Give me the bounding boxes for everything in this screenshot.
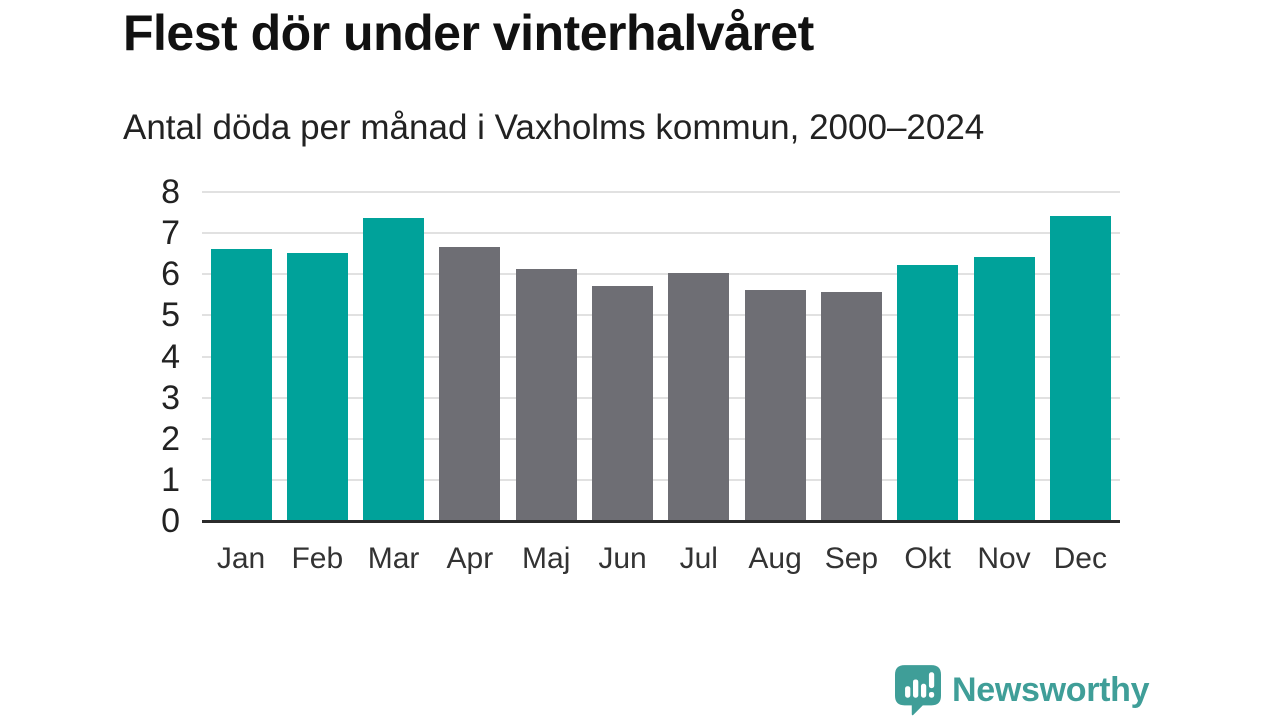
bar-chart-speech-bubble-icon [895,664,941,715]
x-tick-label-jun: Jun [598,542,647,575]
gridline [202,314,1120,317]
bar-dec [1049,215,1111,520]
y-tick-label: 8 [161,173,180,211]
gridline [202,396,1120,399]
y-tick-label: 6 [161,255,180,294]
bar-jan [210,248,272,520]
x-tick-label-nov: Nov [977,542,1031,575]
x-tick-label-mar: Mar [367,542,420,575]
gridline [202,191,1120,193]
y-tick-label: 4 [161,337,180,376]
bar-jun [592,285,653,520]
bar-okt [897,265,959,520]
bar-jul [668,273,730,520]
gridline [202,273,1120,276]
x-tick-label-feb: Feb [291,542,344,575]
gridline [202,478,1120,481]
gridline [202,437,1120,440]
x-tick-label-sep: Sep [824,542,879,575]
y-tick-label: 5 [161,296,180,335]
newsworthy-logo: Newsworthy [895,663,1150,717]
y-tick-label: 0 [161,502,180,540]
bar-mar [363,217,425,520]
x-tick-label-jul: Jul [679,542,718,575]
x-tick-label-okt: Okt [904,542,952,575]
x-tick-label-jan: Jan [216,542,266,575]
y-tick-label: 1 [161,460,180,499]
bar-feb [286,252,348,520]
bar-sep [820,291,882,520]
logo-text: Newsworthy [952,670,1150,709]
gridline [202,232,1120,235]
y-tick-label: 3 [161,378,180,417]
gridline [202,355,1120,358]
plot-area [202,191,1120,523]
x-tick-label-apr: Apr [446,542,494,575]
x-tick-label-aug: Aug [748,542,802,575]
x-tick-label-dec: Dec [1053,542,1107,575]
bar-maj [515,269,577,520]
chart-title: Flest dör under vinterhalvåret [123,5,814,61]
x-axis-line [202,520,1120,523]
bar-apr [439,246,501,520]
y-tick-label: 7 [161,214,180,253]
chart-subtitle: Antal döda per månad i Vaxholms kommun, … [123,108,985,147]
bar-aug [744,289,806,520]
y-tick-label: 2 [161,419,180,458]
x-tick-label-maj: Maj [522,542,571,575]
bar-nov [973,256,1035,520]
